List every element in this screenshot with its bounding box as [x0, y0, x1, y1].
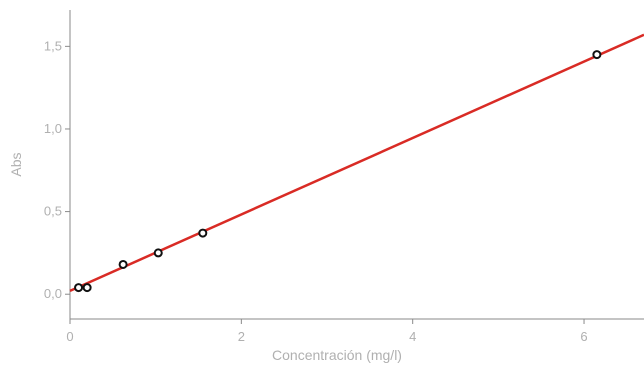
- y-ticks: 0,0 0,5 1,0 1,5: [44, 38, 70, 301]
- y-tick-label: 1,0: [44, 121, 62, 136]
- data-point: [198, 228, 208, 238]
- axes: [69, 10, 644, 320]
- y-tick-label: 0,0: [44, 286, 62, 301]
- x-tick-label: 0: [66, 329, 73, 344]
- y-tick-label: 1,5: [44, 38, 62, 53]
- data-point: [153, 248, 163, 258]
- data-point: [74, 283, 84, 293]
- x-tick-label: 6: [580, 329, 587, 344]
- y-axis-title: Abs: [8, 152, 24, 176]
- x-tick-label: 2: [238, 329, 245, 344]
- fit-line: [69, 33, 644, 293]
- data-point: [82, 283, 92, 293]
- x-axis-title: Concentración (mg/l): [272, 347, 402, 363]
- plot-area: [69, 33, 644, 293]
- x-tick-label: 4: [409, 329, 416, 344]
- data-point: [592, 50, 602, 60]
- y-tick-label: 0,5: [44, 204, 62, 219]
- data-point: [118, 259, 128, 269]
- x-ticks: 0 2 4 6: [66, 319, 588, 344]
